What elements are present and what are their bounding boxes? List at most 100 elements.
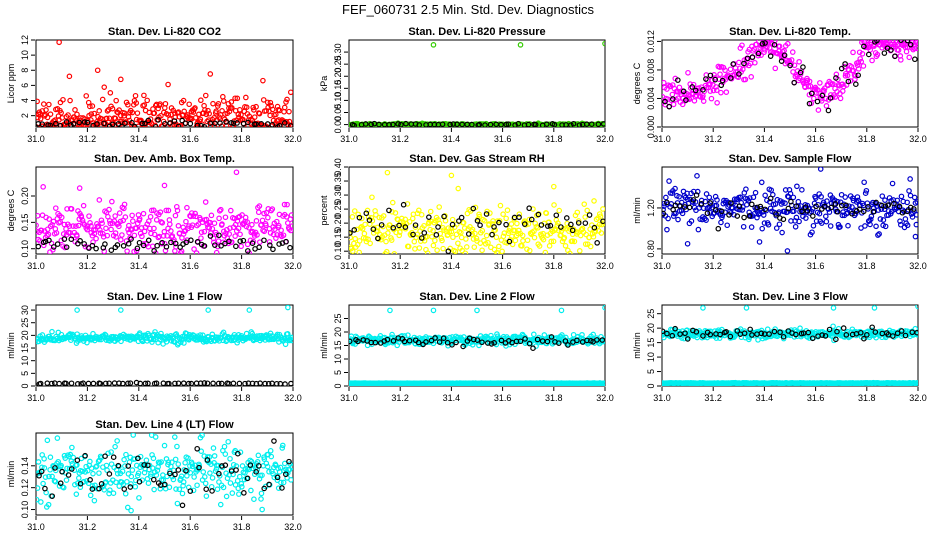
- series-point: [788, 57, 795, 63]
- series-point: [93, 245, 99, 252]
- series-point: [251, 114, 258, 120]
- series-point: [107, 90, 114, 96]
- series-point: [141, 462, 148, 468]
- series-point: [283, 99, 289, 105]
- series-point: [538, 222, 545, 228]
- series-point: [877, 216, 884, 222]
- series-point: [366, 217, 373, 223]
- series-point: [567, 250, 573, 254]
- series-point: [818, 193, 824, 200]
- series-point: [553, 212, 560, 219]
- series-point: [150, 476, 157, 483]
- series-point: [704, 210, 711, 217]
- x-tick-label: 31.8: [233, 393, 251, 403]
- series-point: [576, 248, 583, 254]
- y-tick-label: 0.012: [646, 30, 656, 53]
- x-tick-label: 31.8: [858, 393, 876, 403]
- y-tick-label: 20: [333, 327, 343, 337]
- series-point: [235, 111, 242, 118]
- series-point: [94, 463, 100, 469]
- y-axis-label: ml/min: [6, 461, 16, 488]
- x-tick-label: 32.0: [909, 134, 927, 144]
- series-point: [416, 207, 422, 214]
- series-point: [430, 242, 437, 249]
- series-point: [211, 220, 218, 227]
- series-point: [474, 337, 481, 343]
- series-point: [99, 96, 106, 103]
- x-tick-label: 31.0: [340, 393, 358, 403]
- y-tick-label: 0.30: [333, 186, 343, 204]
- series-point: [867, 221, 873, 228]
- series-point: [667, 204, 673, 210]
- series-outlier-point: [700, 305, 706, 311]
- series-point: [376, 121, 382, 127]
- series-point: [473, 235, 480, 242]
- x-tick-label: 31.8: [545, 393, 563, 403]
- series-point: [703, 191, 710, 197]
- series-point: [277, 464, 284, 471]
- series-point: [237, 231, 243, 238]
- series-point: [107, 487, 113, 493]
- series-point: [45, 501, 52, 508]
- series-point: [42, 238, 49, 245]
- y-tick-label: 20: [20, 330, 30, 340]
- series-point: [456, 218, 462, 224]
- series-point: [669, 96, 676, 102]
- series-point: [77, 238, 83, 244]
- series-point: [165, 459, 172, 465]
- series-point: [128, 481, 134, 487]
- x-tick-label: 31.2: [704, 261, 722, 271]
- series-point: [235, 450, 241, 457]
- series-outlier-point: [602, 305, 605, 311]
- series-point: [192, 114, 199, 121]
- series-point: [258, 121, 265, 127]
- series-point: [822, 333, 829, 339]
- series-point: [198, 448, 205, 454]
- series-point: [267, 447, 274, 454]
- series-point: [365, 214, 372, 221]
- series-point: [395, 121, 401, 127]
- series-point: [46, 237, 52, 244]
- series-point: [235, 225, 242, 232]
- series-point: [74, 457, 81, 464]
- series-point: [191, 246, 197, 252]
- series-point: [63, 119, 70, 125]
- series-point: [145, 237, 152, 244]
- series-point: [74, 480, 81, 487]
- y-tick-label: 0.15: [20, 214, 30, 232]
- series-point: [912, 56, 918, 63]
- series-point: [845, 78, 852, 85]
- series-point: [107, 220, 114, 227]
- series-point: [275, 485, 282, 491]
- series-point: [914, 40, 918, 45]
- series-point: [97, 230, 104, 236]
- series-point: [90, 470, 96, 477]
- series-point: [869, 57, 875, 64]
- series-point: [858, 58, 865, 65]
- chart-title: Stan. Dev. Amb. Box Temp.: [94, 153, 235, 165]
- series-point: [58, 462, 64, 469]
- series-point: [122, 214, 129, 220]
- series-point: [433, 232, 440, 238]
- series-point: [550, 238, 557, 245]
- series-point: [207, 233, 214, 239]
- series-point: [458, 214, 465, 221]
- y-tick-label: 0.35: [333, 172, 343, 190]
- chart-title: Stan. Dev. Line 2 Flow: [419, 291, 535, 303]
- series-point: [878, 206, 885, 212]
- series-point: [101, 248, 108, 254]
- series-point: [496, 243, 502, 250]
- series-point: [359, 225, 366, 232]
- series-point: [278, 479, 284, 486]
- series-point: [439, 121, 446, 127]
- series-point: [479, 339, 485, 346]
- series-point: [819, 332, 825, 338]
- series-outlier-point: [448, 172, 455, 179]
- series-point: [104, 232, 111, 239]
- x-tick-label: 32.0: [284, 522, 302, 532]
- series-point: [524, 246, 530, 252]
- series-point: [234, 339, 240, 346]
- series-point: [454, 121, 460, 127]
- series-point: [828, 204, 835, 211]
- series-point: [204, 380, 211, 386]
